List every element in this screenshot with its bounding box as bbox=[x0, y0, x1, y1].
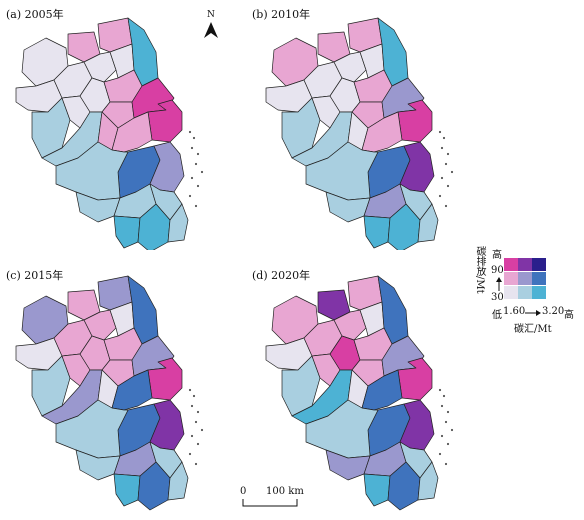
map-region-r-sg bbox=[167, 203, 189, 243]
map-region-r-sg bbox=[417, 461, 439, 501]
island-dot bbox=[192, 394, 196, 398]
island-dot bbox=[438, 452, 442, 456]
island-dot bbox=[200, 428, 204, 432]
island-dot bbox=[194, 204, 198, 208]
island-dot bbox=[188, 194, 192, 198]
legend-x-low-value: 1.60 bbox=[503, 306, 526, 317]
map-2010 bbox=[265, 17, 454, 250]
scale-bar: 0 100 km bbox=[240, 486, 304, 510]
map-2020 bbox=[265, 275, 454, 511]
legend-cell bbox=[504, 272, 518, 285]
legend-cell bbox=[518, 272, 532, 285]
map-region-r-s1 bbox=[305, 141, 379, 201]
island-dot bbox=[196, 442, 200, 446]
legend-x-title: 碳汇/Mt bbox=[514, 324, 552, 335]
map-region-r-sw1 bbox=[281, 355, 321, 417]
legend-cell bbox=[532, 272, 546, 285]
island-dot bbox=[188, 388, 192, 392]
island-dot bbox=[450, 428, 454, 432]
map-region-r-sd bbox=[113, 473, 141, 507]
island-dot bbox=[446, 152, 450, 156]
map-region-r-sg bbox=[167, 461, 189, 501]
scale-bar-zero: 0 bbox=[240, 486, 247, 497]
island-dot bbox=[190, 176, 194, 180]
coastal-islands bbox=[438, 130, 454, 208]
scale-bar-line bbox=[242, 499, 298, 507]
island-dot bbox=[444, 462, 448, 466]
island-dot bbox=[444, 204, 448, 208]
legend-cell bbox=[504, 286, 518, 299]
island-dot bbox=[188, 130, 192, 134]
island-dot bbox=[446, 410, 450, 414]
panel-label-2010: (b) 2010年 bbox=[252, 8, 311, 21]
panel-2005: (a) 2005年 bbox=[0, 0, 280, 250]
island-dot bbox=[190, 434, 194, 438]
legend-y-low-value: 30 bbox=[491, 292, 504, 303]
legend-cell bbox=[532, 258, 546, 271]
island-dot bbox=[194, 462, 198, 466]
scale-bar-distance: 100 km bbox=[266, 486, 304, 497]
legend-cell bbox=[504, 258, 518, 271]
map-region-r-sg bbox=[417, 203, 439, 243]
island-dot bbox=[196, 410, 200, 414]
island-dot bbox=[196, 152, 200, 156]
legend-y-high-label: 高 bbox=[492, 250, 502, 261]
legend-y-high-value: 90 bbox=[491, 265, 504, 276]
panel-2020: (d) 2020年 bbox=[250, 262, 530, 512]
map-region-r-s1 bbox=[305, 399, 379, 459]
island-dot bbox=[440, 146, 444, 150]
legend-cell bbox=[518, 258, 532, 271]
island-dot bbox=[188, 452, 192, 456]
island-dot bbox=[446, 184, 450, 188]
legend-cell bbox=[532, 286, 546, 299]
panel-label-2015: (c) 2015年 bbox=[6, 269, 64, 282]
island-dot bbox=[200, 170, 204, 174]
island-dot bbox=[450, 170, 454, 174]
north-arrow-label: N bbox=[207, 10, 215, 20]
island-dot bbox=[194, 420, 198, 424]
coastal-islands bbox=[188, 388, 204, 466]
legend-x-low-label: 低 bbox=[492, 310, 502, 321]
map-region-r-sw1 bbox=[31, 97, 71, 159]
island-dot bbox=[440, 434, 444, 438]
panel-label-2005: (a) 2005年 bbox=[6, 8, 64, 21]
island-dot bbox=[438, 194, 442, 198]
island-dot bbox=[438, 130, 442, 134]
island-dot bbox=[194, 162, 198, 166]
bivariate-legend: 碳排放/Mt 高 90 30 低 1.60 3.20 高 碳汇/Mt bbox=[474, 244, 578, 340]
map-2015 bbox=[15, 275, 204, 511]
map-2005 bbox=[15, 17, 204, 250]
coastal-islands bbox=[438, 388, 454, 466]
island-dot bbox=[442, 394, 446, 398]
map-region-r-s1 bbox=[55, 141, 129, 201]
island-dot bbox=[196, 184, 200, 188]
map-region-r-sd bbox=[113, 215, 141, 249]
panel-label-2020: (d) 2020年 bbox=[252, 269, 311, 282]
legend-cell bbox=[518, 286, 532, 299]
island-dot bbox=[190, 146, 194, 150]
island-dot bbox=[442, 136, 446, 140]
map-region-r-sd bbox=[363, 215, 391, 249]
island-dot bbox=[446, 442, 450, 446]
island-dot bbox=[444, 420, 448, 424]
island-dot bbox=[444, 162, 448, 166]
map-region-r-sd bbox=[363, 473, 391, 507]
panel-2010: (b) 2010年 bbox=[250, 0, 530, 250]
legend-right-arrow-icon bbox=[525, 310, 541, 316]
north-arrow-icon bbox=[204, 22, 218, 38]
map-region-r-s1 bbox=[55, 399, 129, 459]
legend-x-high-value: 3.20 bbox=[542, 306, 565, 317]
legend-x-high-label: 高 bbox=[564, 310, 574, 321]
coastal-islands bbox=[188, 130, 204, 208]
panel-2015: (c) 2015年 bbox=[0, 262, 280, 512]
island-dot bbox=[190, 404, 194, 408]
island-dot bbox=[438, 388, 442, 392]
legend-up-arrow-icon bbox=[496, 277, 502, 291]
island-dot bbox=[440, 176, 444, 180]
map-region-r-sw1 bbox=[31, 355, 71, 417]
island-dot bbox=[192, 136, 196, 140]
legend-y-title: 碳排放/Mt bbox=[474, 246, 485, 294]
map-region-r-sw1 bbox=[281, 97, 321, 159]
island-dot bbox=[440, 404, 444, 408]
